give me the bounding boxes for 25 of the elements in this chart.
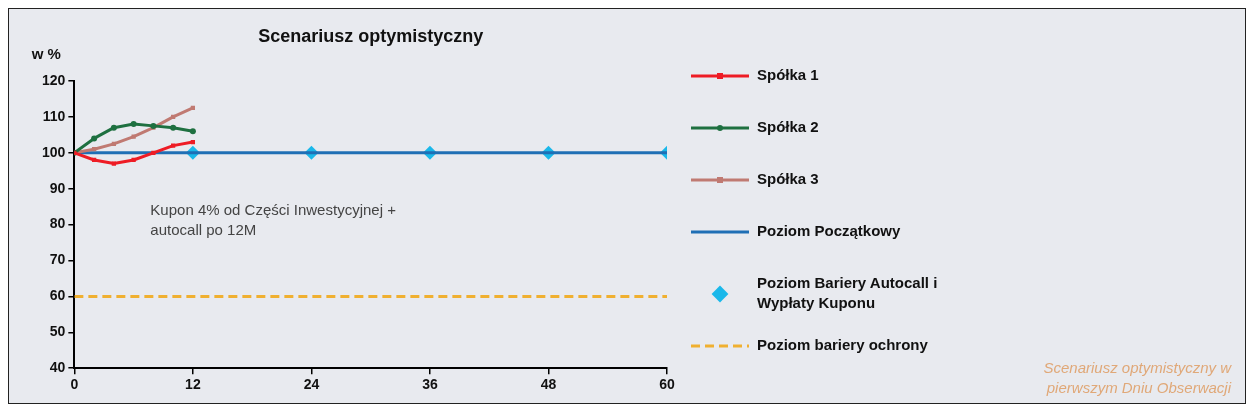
y-tick-label: 90	[49, 179, 66, 196]
chart-title: Scenariusz optymistyczny	[258, 25, 484, 46]
x-tick-label: 60	[659, 376, 675, 393]
y-tick-label: 110	[42, 107, 66, 124]
y-tick-label: 80	[49, 215, 66, 232]
legend-label: Spółka 1	[757, 66, 819, 84]
x-tick-label: 36	[422, 376, 438, 393]
y-tick-label: 120	[42, 71, 66, 88]
y-tick-label: 100	[42, 143, 66, 160]
y-tick-label: 50	[49, 323, 66, 340]
legend-label: Poziom Początkowy	[757, 222, 902, 240]
legend-label: Poziom Bariery Autocall i Wypłaty Kuponu	[757, 274, 938, 312]
y-tick-label: 40	[49, 359, 66, 376]
legend-label: Spółka 2	[757, 118, 819, 136]
text: Scenariusz optymistyczny w pierwszym Dniu Obserwacji	[1043, 359, 1233, 397]
y-axis-title: w %	[30, 45, 61, 63]
x-tick-label: 48	[540, 376, 557, 393]
legend-label: Spółka 3	[757, 170, 819, 188]
y-tick-label: 70	[49, 251, 66, 268]
x-tick-label: 0	[70, 376, 79, 393]
x-tick-label: 24	[303, 376, 320, 393]
y-tick-label: 60	[49, 287, 66, 304]
x-tick-label: 12	[185, 376, 201, 393]
legend-label: Poziom bariery ochrony	[757, 336, 929, 354]
annotation: Kupon 4% od Części Inwestycyjnej + autocall po 12M	[150, 201, 397, 239]
